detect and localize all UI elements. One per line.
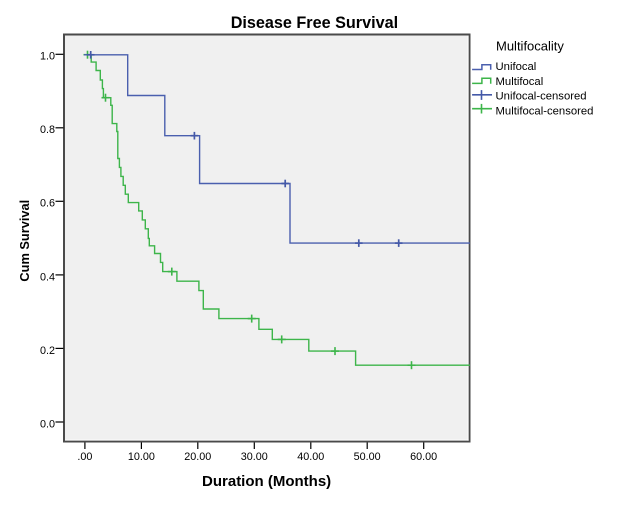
- svg-text:60.00: 60.00: [410, 451, 437, 463]
- svg-text:.00: .00: [77, 451, 92, 463]
- svg-text:Unifocal-censored: Unifocal-censored: [496, 91, 587, 103]
- svg-text:0.4: 0.4: [40, 271, 55, 283]
- svg-text:0.6: 0.6: [40, 198, 55, 210]
- svg-text:30.00: 30.00: [241, 451, 268, 463]
- svg-text:20.00: 20.00: [184, 451, 211, 463]
- svg-text:0.8: 0.8: [40, 124, 55, 136]
- svg-text:Disease Free Survival: Disease Free Survival: [231, 14, 398, 32]
- svg-text:50.00: 50.00: [354, 451, 381, 463]
- svg-text:Multifocality: Multifocality: [496, 39, 564, 54]
- svg-text:1.0: 1.0: [40, 51, 55, 63]
- svg-text:Cum Survival: Cum Survival: [17, 200, 32, 282]
- svg-text:10.00: 10.00: [128, 451, 155, 463]
- svg-text:40.00: 40.00: [297, 451, 324, 463]
- svg-text:Multifocal: Multifocal: [496, 76, 544, 88]
- svg-text:Multifocal-censored: Multifocal-censored: [496, 105, 594, 117]
- svg-text:Unifocal: Unifocal: [496, 61, 537, 73]
- svg-text:0.0: 0.0: [40, 418, 55, 430]
- svg-text:Duration (Months): Duration (Months): [202, 473, 331, 490]
- svg-text:0.2: 0.2: [40, 345, 55, 357]
